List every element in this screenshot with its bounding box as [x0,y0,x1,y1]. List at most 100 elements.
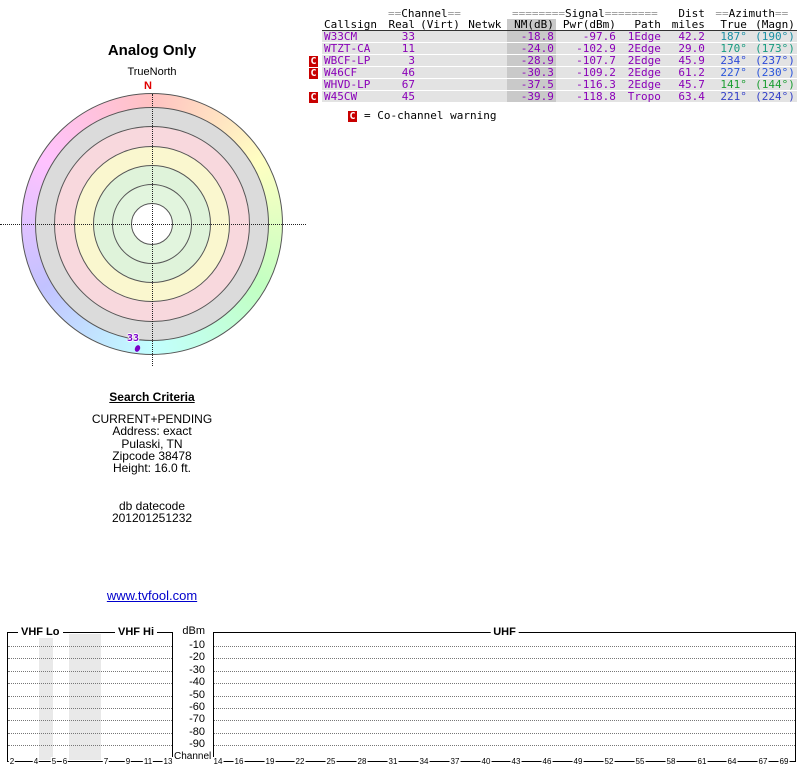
cell-real: 67 [386,78,418,91]
dbm-gridline [8,745,172,746]
north-indicator: N [144,80,152,92]
cell-true: 141° [706,78,749,91]
db-datecode-value: 201201251232 [111,511,193,526]
cell-pwr: -109.2 [555,66,618,79]
co-channel-warning-icon: C [348,111,357,122]
search-criteria-line: CURRENT+PENDING [91,412,213,426]
channel-axis-label: Channel [174,751,212,762]
search-criteria-line: Address: exact [112,424,192,439]
group-header-azimuth: ==Azimuth== [715,7,789,20]
cell-callsign: WHVD-LP [322,78,386,91]
cell-callsign: W46CF [322,66,386,79]
dbm-tick-label: -60 [189,700,205,713]
dbm-tick-label: -30 [189,663,205,676]
channel-tick-label: 11 [142,757,154,766]
cell-miles: 63.4 [662,90,707,103]
co-channel-legend: C = Co-channel warning [348,110,496,122]
cell-nm: -30.3 [506,66,556,79]
cell-warn: C [308,91,322,103]
cell-real: 3 [386,54,418,67]
channel-tick-label: 19 [264,757,276,766]
cell-netwk [462,42,507,55]
channel-tick-label: 67 [757,757,769,766]
cell-nm: -28.9 [506,54,556,67]
channel-tick-label: 40 [480,757,492,766]
channel-tick-label: 2 [8,757,16,766]
table-row: W33CM 33 -18.8 -97.6 1Edge 42.2 187° (190°) [308,30,797,43]
cell-path: 2Edge [617,54,663,67]
cell-true: 227° [706,66,749,79]
cell-pwr: -97.6 [555,30,618,43]
dbm-gridline [214,683,795,685]
search-criteria-line: Pulaski, TN [121,436,183,451]
polar-chart-title: Analog Only [107,42,197,59]
search-criteria-lines: CURRENT+PENDING Address: exact Pulaski, … [0,412,304,475]
cell-warn [308,79,322,91]
dbm-gridline [214,732,795,734]
cell-virt [417,54,463,67]
dbm-axis: dBm Channel -10 -20 -30 -40 -50 -60 -70 -80 -90 [173,626,212,762]
channel-tick-label: 69 [778,757,790,766]
column-header-nm: NM(dB) [506,19,556,31]
cell-callsign: W45CW [322,90,386,103]
dbm-tick-label: -50 [189,688,205,701]
co-channel-warning-icon: C [309,91,318,103]
uhf-label: UHF [490,627,519,638]
channel-tick-label: 6 [61,757,69,766]
cell-netwk [462,78,507,91]
cell-magn: (237°) [748,54,797,67]
dbm-tick-label: -90 [189,738,205,750]
group-header-channel: ==Channel== [388,7,461,20]
dbm-tick-label: -40 [189,676,205,689]
cell-nm: -37.5 [506,78,556,91]
column-header-callsign: Callsign [322,19,386,31]
channel-tick-label: 49 [572,757,584,766]
column-header-magn: (Magn) [748,19,797,31]
dbm-tick-label: -70 [189,713,205,726]
cell-netwk [462,54,507,67]
column-header-virt: (Virt) [417,19,463,31]
cell-path: 2Edge [617,78,663,91]
cell-true: 187° [706,30,749,43]
channel-tick-label: 34 [418,757,430,766]
cell-warn: C [308,67,322,79]
cell-magn: (190°) [748,30,797,43]
unused-spectrum-band [39,634,53,760]
search-criteria-heading: Search Criteria [109,390,195,404]
cell-magn: (173°) [748,42,797,55]
cell-callsign: WTZT-CA [322,42,386,55]
dbm-gridline [214,670,795,672]
cell-pwr: -116.3 [555,78,618,91]
channel-tick-label: 4 [32,757,40,766]
cell-true: 221° [706,90,749,103]
dbm-gridline [8,707,172,709]
cell-path: 1Edge [617,30,663,43]
channel-tick-label: 31 [387,757,399,766]
cell-miles: 45.9 [662,54,707,67]
dbm-gridline [8,646,172,647]
cell-netwk [462,66,507,79]
station-table: ==Channel== ========Signal======== Dist … [308,8,797,103]
column-header-real: Real [386,19,418,31]
cell-true: 234° [706,54,749,67]
group-header-signal: ========Signal======== [512,7,658,20]
dbm-axis-label: dBm [182,625,205,637]
uhf-panel: UHF 14 16 19 22 25 28 31 34 37 40 43 46 49 52 55 58 61 64… [212,627,796,766]
channel-tick-label: 37 [449,757,461,766]
channel-tick-label: 5 [50,757,58,766]
dbm-gridline [214,745,795,746]
tvfool-link[interactable]: www.tvfool.com [106,588,198,603]
db-datecode-block: db datecode 201201251232 [0,500,304,525]
vhf-panel: VHF Lo VHF Hi 2 4 5 6 7 9 11 13 [7,627,174,766]
column-header-pwr: Pwr(dBm) [555,19,618,31]
column-header-path: Path [617,19,663,31]
dbm-gridline [8,720,172,722]
column-header-miles: miles [662,19,707,31]
table-row: WTZT-CA 11 -24.0 -102.9 2Edge 29.0 170° (173°) [308,42,797,55]
channel-tick-label: 43 [510,757,522,766]
cell-virt [417,66,463,79]
table-row: C WBCF-LP 3 -28.9 -107.7 2Edge 45.9 234° (237°) [308,54,797,67]
cell-warn: C [308,55,322,67]
dbm-tick-label: -20 [189,651,205,664]
cell-miles: 61.2 [662,66,707,79]
